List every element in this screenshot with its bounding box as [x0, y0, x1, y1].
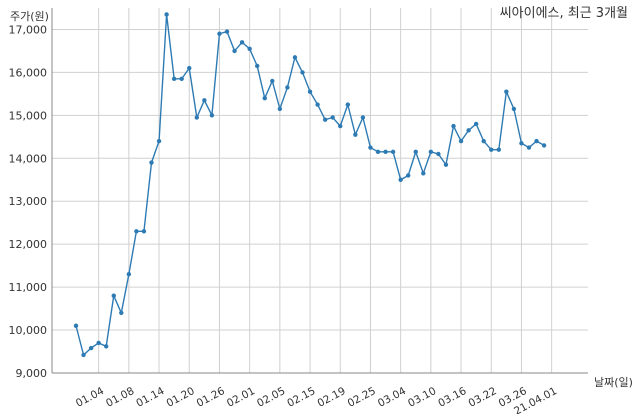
- x-tick-label: 01.14: [134, 385, 166, 410]
- data-point: [179, 76, 184, 82]
- x-tick-label: 03.22: [466, 385, 498, 410]
- data-point: [519, 141, 524, 146]
- data-point: [202, 98, 207, 103]
- data-point: [111, 293, 116, 298]
- y-tick-label: 17,000: [9, 23, 48, 36]
- data-point: [458, 138, 464, 144]
- data-point: [104, 344, 109, 349]
- data-point: [300, 70, 305, 75]
- axes: [51, 8, 588, 374]
- data-point: [436, 151, 441, 157]
- x-tick-label: 03.16: [436, 385, 468, 410]
- data-point: [443, 162, 449, 167]
- y-axis-label: 주가(원): [10, 10, 49, 23]
- data-point: [187, 65, 192, 71]
- data-point: [511, 106, 517, 112]
- data-point: [194, 115, 199, 120]
- data-point: [209, 113, 215, 118]
- grid-lines: [52, 8, 588, 374]
- data-point: [141, 229, 147, 234]
- chart-title: 씨아이에스, 최근 3개월: [500, 6, 628, 21]
- data-point: [496, 147, 501, 152]
- data-point: [262, 95, 267, 101]
- data-point: [413, 149, 418, 155]
- data-point: [466, 128, 471, 133]
- y-tick-label: 12,000: [9, 238, 48, 251]
- data-point: [255, 63, 260, 69]
- data-point: [96, 340, 101, 346]
- y-tick-label: 11,000: [9, 281, 48, 294]
- data-point: [322, 117, 328, 122]
- data-point: [270, 78, 275, 84]
- x-tick-label: 01.08: [104, 385, 136, 410]
- y-tick-label: 14,000: [9, 152, 48, 165]
- data-point: [247, 46, 252, 51]
- x-tick-label: 03.04: [376, 385, 408, 410]
- data-point: [149, 160, 154, 165]
- data-point: [285, 85, 290, 90]
- data-point: [398, 177, 403, 182]
- x-tick-label: 02.05: [255, 385, 287, 410]
- data-point: [164, 12, 169, 17]
- data-point: [368, 145, 373, 150]
- data-point: [217, 31, 222, 36]
- y-tick-label: 16,000: [9, 66, 48, 79]
- x-tick-label: 01.04: [74, 385, 106, 410]
- series-points: [73, 12, 547, 358]
- data-point: [428, 149, 434, 155]
- data-point: [232, 48, 237, 54]
- data-point: [277, 106, 283, 112]
- data-point: [134, 229, 139, 234]
- data-point: [224, 29, 230, 34]
- x-tick-label: 02.19: [315, 385, 347, 410]
- data-point: [541, 143, 547, 148]
- y-tick-labels: 9,000 10,000 11,000 12,000 13,000 14,000 15,00…: [9, 23, 48, 380]
- data-point: [481, 138, 486, 144]
- data-point: [383, 149, 388, 155]
- y-tick-label: 15,000: [9, 109, 48, 122]
- data-point: [126, 272, 132, 277]
- data-point: [526, 145, 532, 150]
- data-point: [504, 89, 509, 94]
- data-point: [451, 123, 456, 129]
- x-tick-label: 02.15: [285, 385, 317, 410]
- x-tick-label: 01.20: [164, 385, 196, 410]
- x-tick-label: 01.26: [195, 385, 227, 410]
- data-point: [360, 115, 366, 120]
- x-tick-labels: 01.0401.0801.1401.2001.2602.0102.0502.15…: [74, 385, 559, 414]
- data-point: [421, 171, 426, 176]
- data-point: [330, 115, 335, 120]
- data-point: [239, 40, 245, 45]
- data-point: [307, 89, 313, 94]
- data-point: [375, 149, 381, 155]
- data-point: [81, 352, 86, 358]
- x-tick-label: 02.01: [225, 385, 257, 410]
- x-axis-label: 날짜(일): [594, 375, 633, 389]
- data-point: [88, 345, 94, 351]
- y-tick-label: 10,000: [9, 324, 48, 337]
- y-tick-label: 9,000: [16, 367, 48, 380]
- data-point: [171, 76, 177, 82]
- x-tick-label: 02.25: [346, 385, 378, 410]
- data-point: [390, 149, 396, 155]
- data-point: [406, 173, 411, 178]
- data-point: [353, 132, 358, 137]
- data-point: [156, 138, 162, 144]
- y-tick-label: 13,000: [9, 195, 48, 208]
- data-point: [338, 123, 343, 129]
- data-point: [292, 55, 298, 60]
- data-point: [119, 310, 124, 316]
- data-point: [489, 147, 494, 152]
- data-point: [73, 323, 79, 328]
- data-point: [315, 102, 320, 107]
- data-point: [473, 121, 479, 127]
- data-point: [345, 102, 350, 107]
- x-tick-label: 03.10: [406, 385, 438, 410]
- data-point: [534, 138, 539, 144]
